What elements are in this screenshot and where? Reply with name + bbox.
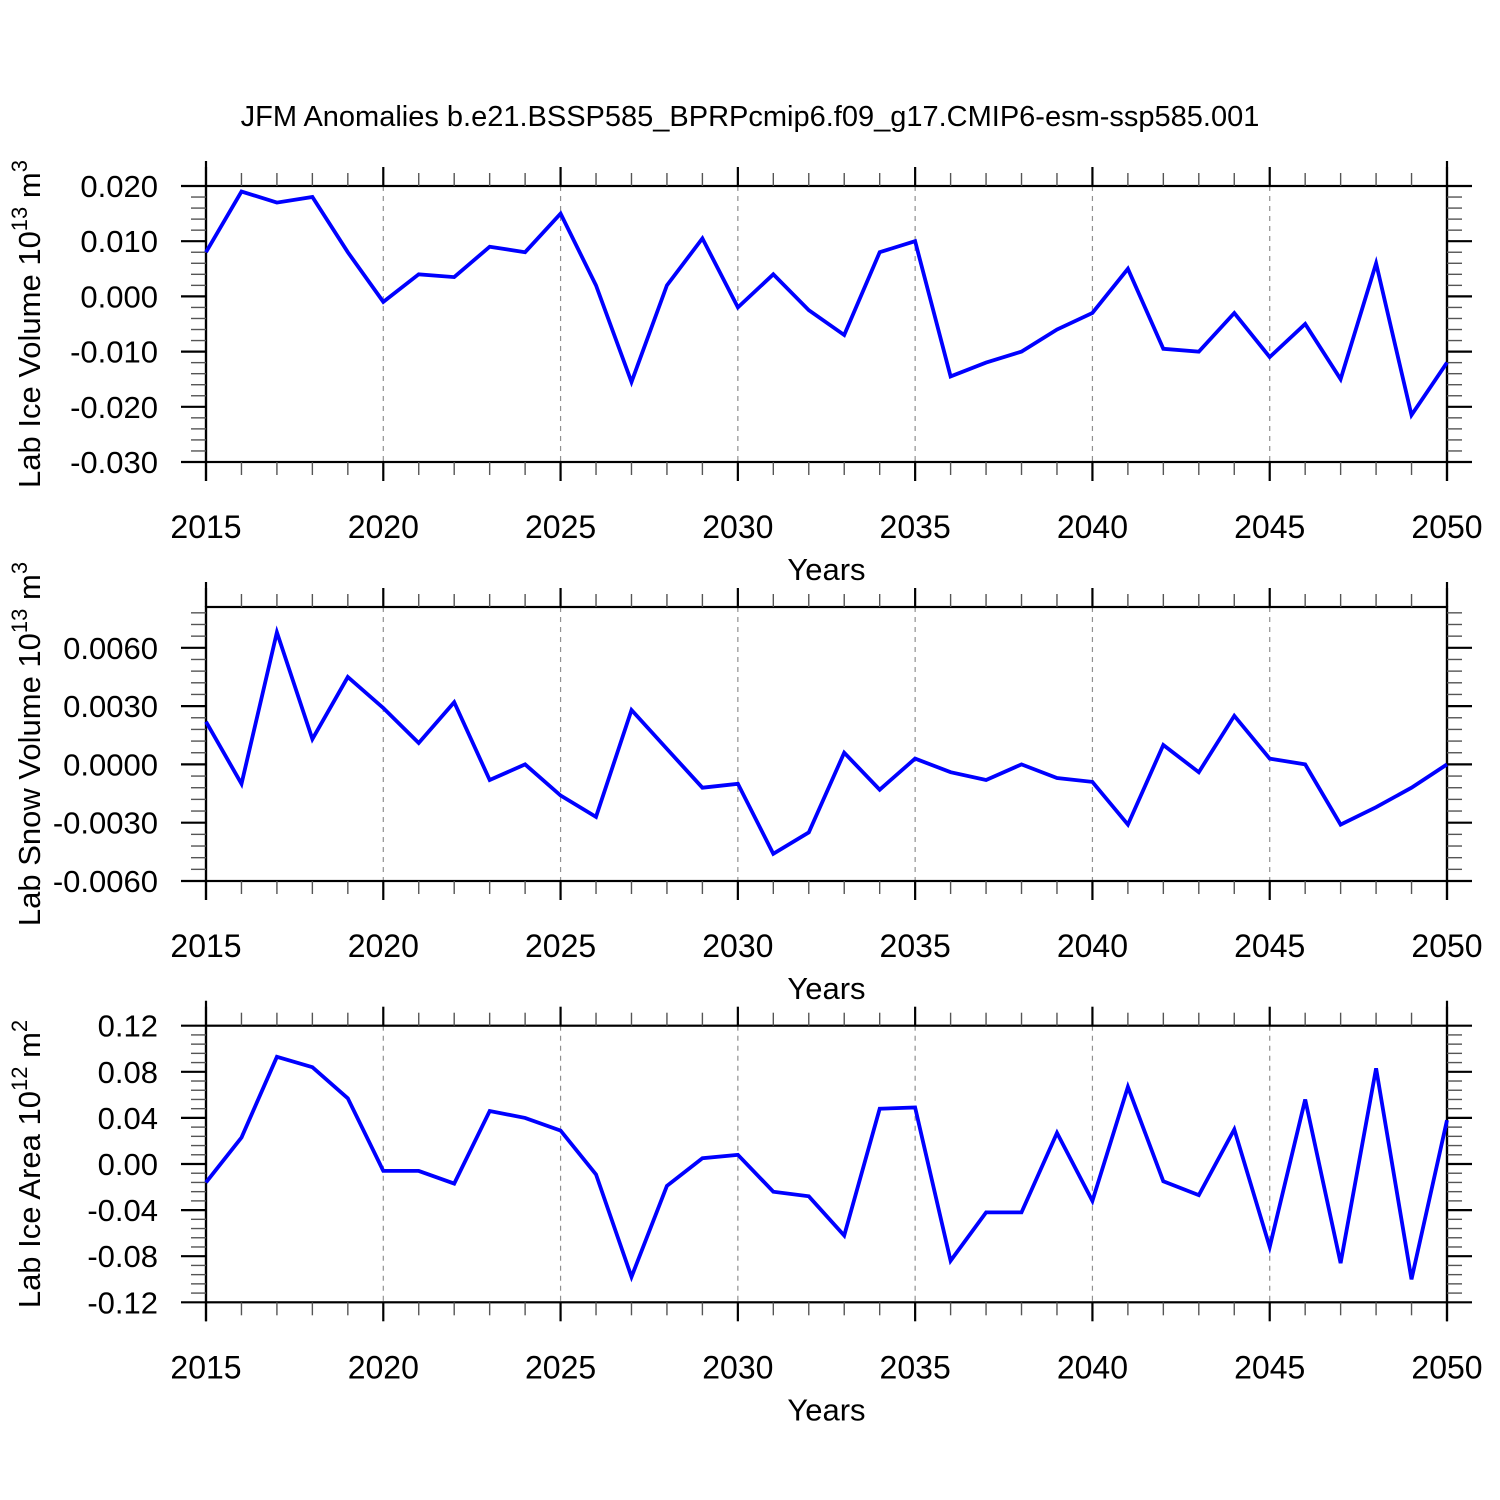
- x-axis-title: Years: [787, 552, 865, 587]
- panel-1: 0.020 0.010 0.000 -0.010 -0.020 -0.030 2015 202…: [7, 160, 1483, 587]
- x-axis-title: Years: [787, 1392, 865, 1427]
- y-tick-label: 0.0030: [63, 689, 158, 724]
- series-line: [204, 625, 1449, 857]
- x-tick-label-2040: 2040: [1057, 1349, 1128, 1385]
- x-tick-label-2030: 2030: [702, 928, 773, 964]
- panel-2: 0.0060 0.0030 0.0000 -0.0030 -0.0060 2015 2020…: [7, 562, 1483, 1006]
- x-tick-label-2025: 2025: [525, 1349, 596, 1385]
- x-tick-label-2020: 2020: [348, 509, 419, 545]
- y-tick-label: 0.04: [98, 1101, 158, 1136]
- x-tick-label-2020: 2020: [348, 928, 419, 964]
- series-line: [204, 1054, 1449, 1283]
- series-line: [204, 189, 1449, 420]
- x-tick-label-2050: 2050: [1411, 509, 1482, 545]
- chart-title: JFM Anomalies b.e21.BSSP585_BPRPcmip6.f0…: [240, 101, 1260, 133]
- x-tick-label-2030: 2030: [702, 1349, 773, 1385]
- x-tick-label-2040: 2040: [1057, 509, 1128, 545]
- x-tick-label-2015: 2015: [170, 1349, 241, 1385]
- y-tick-label: -0.12: [87, 1285, 158, 1320]
- x-tick-label-2020: 2020: [348, 1349, 419, 1385]
- y-axis-title: Lab Snow Volume 1013 m3: [7, 562, 47, 926]
- y-tick-label: 0.000: [80, 279, 158, 314]
- x-tick-label-2045: 2045: [1234, 928, 1305, 964]
- x-tick-label-2045: 2045: [1234, 509, 1305, 545]
- x-tick-label-2050: 2050: [1411, 1349, 1482, 1385]
- plot-frame: [204, 1024, 1449, 1304]
- y-tick-label: -0.04: [87, 1193, 158, 1228]
- x-tick-label-2040: 2040: [1057, 928, 1128, 964]
- x-tick-label-2035: 2035: [880, 509, 951, 545]
- x-tick-label-2030: 2030: [702, 509, 773, 545]
- x-tick-label-2035: 2035: [880, 928, 951, 964]
- y-tick-label: 0.0060: [63, 631, 158, 666]
- y-tick-label: 0.08: [98, 1055, 158, 1090]
- y-tick-label: 0.0000: [63, 747, 158, 782]
- panel-3: 0.12 0.08 0.04 0.00 -0.04 -0.08 -0.12 2015 2020 2…: [7, 1000, 1483, 1427]
- y-tick-label: 0.12: [98, 1009, 158, 1044]
- x-tick-label-2035: 2035: [880, 1349, 951, 1385]
- y-tick-label: -0.030: [70, 445, 158, 480]
- x-tick-label-2025: 2025: [525, 509, 596, 545]
- x-tick-label-2015: 2015: [170, 928, 241, 964]
- y-tick-label: -0.020: [70, 390, 158, 425]
- y-tick-label: 0.010: [80, 224, 158, 259]
- y-tick-label: -0.0060: [53, 864, 158, 899]
- y-tick-label: -0.08: [87, 1239, 158, 1274]
- y-tick-label: 0.00: [98, 1147, 158, 1182]
- x-tick-label-2050: 2050: [1411, 928, 1482, 964]
- x-tick-label-2015: 2015: [170, 509, 241, 545]
- y-axis-title: Lab Ice Volume 1013 m3: [7, 160, 47, 488]
- x-tick-label-2025: 2025: [525, 928, 596, 964]
- x-tick-label-2045: 2045: [1234, 1349, 1305, 1385]
- y-axis-title: Lab Ice Area 1012 m2: [7, 1020, 47, 1308]
- y-tick-label: -0.0030: [53, 806, 158, 841]
- y-tick-label: -0.010: [70, 335, 158, 370]
- y-tick-label: 0.020: [80, 169, 158, 204]
- plot-frame: [204, 605, 1449, 883]
- x-axis-title: Years: [787, 971, 865, 1006]
